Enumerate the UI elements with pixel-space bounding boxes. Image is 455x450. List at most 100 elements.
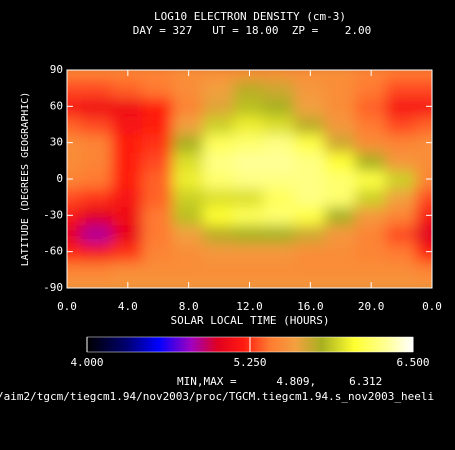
- heat-cell: [142, 70, 175, 81]
- heat-cell: [142, 241, 175, 262]
- heat-cell: [81, 114, 114, 135]
- heat-cell: [202, 96, 236, 117]
- heat-cell: [385, 205, 418, 226]
- heat-cell: [67, 114, 84, 135]
- heat-cell: [67, 277, 84, 288]
- heat-cell: [81, 78, 114, 99]
- heat-cell: [385, 223, 418, 244]
- heat-cell: [142, 223, 175, 244]
- heat-cell: [354, 187, 388, 208]
- heat-cell: [324, 277, 357, 288]
- heat-cell: [263, 187, 297, 208]
- heat-cell: [263, 150, 297, 171]
- heat-cell: [81, 70, 114, 81]
- y-tick-label: -30: [43, 208, 63, 221]
- heat-cell: [172, 150, 205, 171]
- heat-cell: [233, 150, 266, 171]
- heat-cell: [415, 70, 432, 81]
- heat-cell: [385, 241, 418, 262]
- heat-cell: [81, 277, 114, 288]
- colorbar-tick-label: 4.000: [70, 356, 103, 369]
- heat-cell: [354, 132, 388, 153]
- heat-cell: [111, 150, 145, 171]
- heat-cell: [67, 96, 84, 117]
- heat-cell: [111, 132, 145, 153]
- colorbar-tick-label: 5.250: [233, 356, 266, 369]
- colorbar-tick-label: 6.500: [396, 356, 429, 369]
- heat-cell: [111, 205, 145, 226]
- heat-cell: [67, 205, 84, 226]
- heat-cell: [142, 205, 175, 226]
- heat-cell: [263, 241, 297, 262]
- heat-cell: [233, 132, 266, 153]
- heat-cell: [202, 70, 236, 81]
- heat-cell: [202, 78, 236, 99]
- heat-cell: [354, 114, 388, 135]
- heat-cell: [202, 168, 236, 190]
- heat-cell: [324, 96, 357, 117]
- heat-cell: [233, 96, 266, 117]
- heat-cell: [263, 114, 297, 135]
- heat-cell: [324, 187, 357, 208]
- heat-cell: [142, 114, 175, 135]
- heat-cell: [172, 96, 205, 117]
- heat-cell: [172, 78, 205, 99]
- heat-cell: [324, 241, 357, 262]
- heat-cell: [202, 187, 236, 208]
- heat-cell: [67, 78, 84, 99]
- heat-cell: [81, 187, 114, 208]
- heat-cell: [233, 78, 266, 99]
- heat-cell: [111, 96, 145, 117]
- heat-cell: [263, 70, 297, 81]
- heat-cell: [142, 277, 175, 288]
- heat-cell: [67, 168, 84, 190]
- min-max: MIN,MAX = 4.809, 6.312: [177, 375, 382, 388]
- x-tick-label: 0.0: [57, 300, 77, 313]
- heat-cell: [81, 223, 114, 244]
- heat-cell: [81, 150, 114, 171]
- plot-area: [67, 70, 432, 288]
- x-tick-label: 16.0: [297, 300, 324, 313]
- heat-cell: [81, 241, 114, 262]
- heat-cell: [354, 205, 388, 226]
- heat-cell: [111, 114, 145, 135]
- heat-cell: [202, 259, 236, 280]
- heat-cell: [294, 132, 327, 153]
- heat-cell: [263, 132, 297, 153]
- heat-cell: [142, 259, 175, 280]
- heat-cell: [172, 187, 205, 208]
- y-tick-label: 30: [50, 136, 63, 149]
- heat-cell: [172, 259, 205, 280]
- heat-cell: [294, 96, 327, 117]
- y-tick-label: 90: [50, 63, 63, 76]
- heat-cell: [415, 132, 432, 153]
- heat-cell: [354, 96, 388, 117]
- heat-cell: [233, 205, 266, 226]
- heat-cell: [233, 187, 266, 208]
- heat-cell: [324, 114, 357, 135]
- heat-cell: [263, 259, 297, 280]
- heat-cell: [354, 168, 388, 190]
- heat-cell: [385, 187, 418, 208]
- heat-cell: [324, 259, 357, 280]
- heat-cell: [111, 259, 145, 280]
- heat-cell: [294, 150, 327, 171]
- heat-cell: [142, 150, 175, 171]
- heat-cell: [415, 150, 432, 171]
- heat-cell: [385, 150, 418, 171]
- y-tick-label: 0: [56, 172, 63, 185]
- heat-cell: [415, 96, 432, 117]
- heat-cell: [111, 187, 145, 208]
- heat-cell: [67, 187, 84, 208]
- heat-cell: [67, 223, 84, 244]
- heat-cell: [142, 187, 175, 208]
- heat-cell: [415, 78, 432, 99]
- heat-cell: [415, 205, 432, 226]
- heat-cell: [81, 132, 114, 153]
- heat-cell: [142, 78, 175, 99]
- heat-cell: [324, 168, 357, 190]
- heat-cell: [385, 277, 418, 288]
- heat-cell: [263, 78, 297, 99]
- x-tick-label: 4.0: [118, 300, 138, 313]
